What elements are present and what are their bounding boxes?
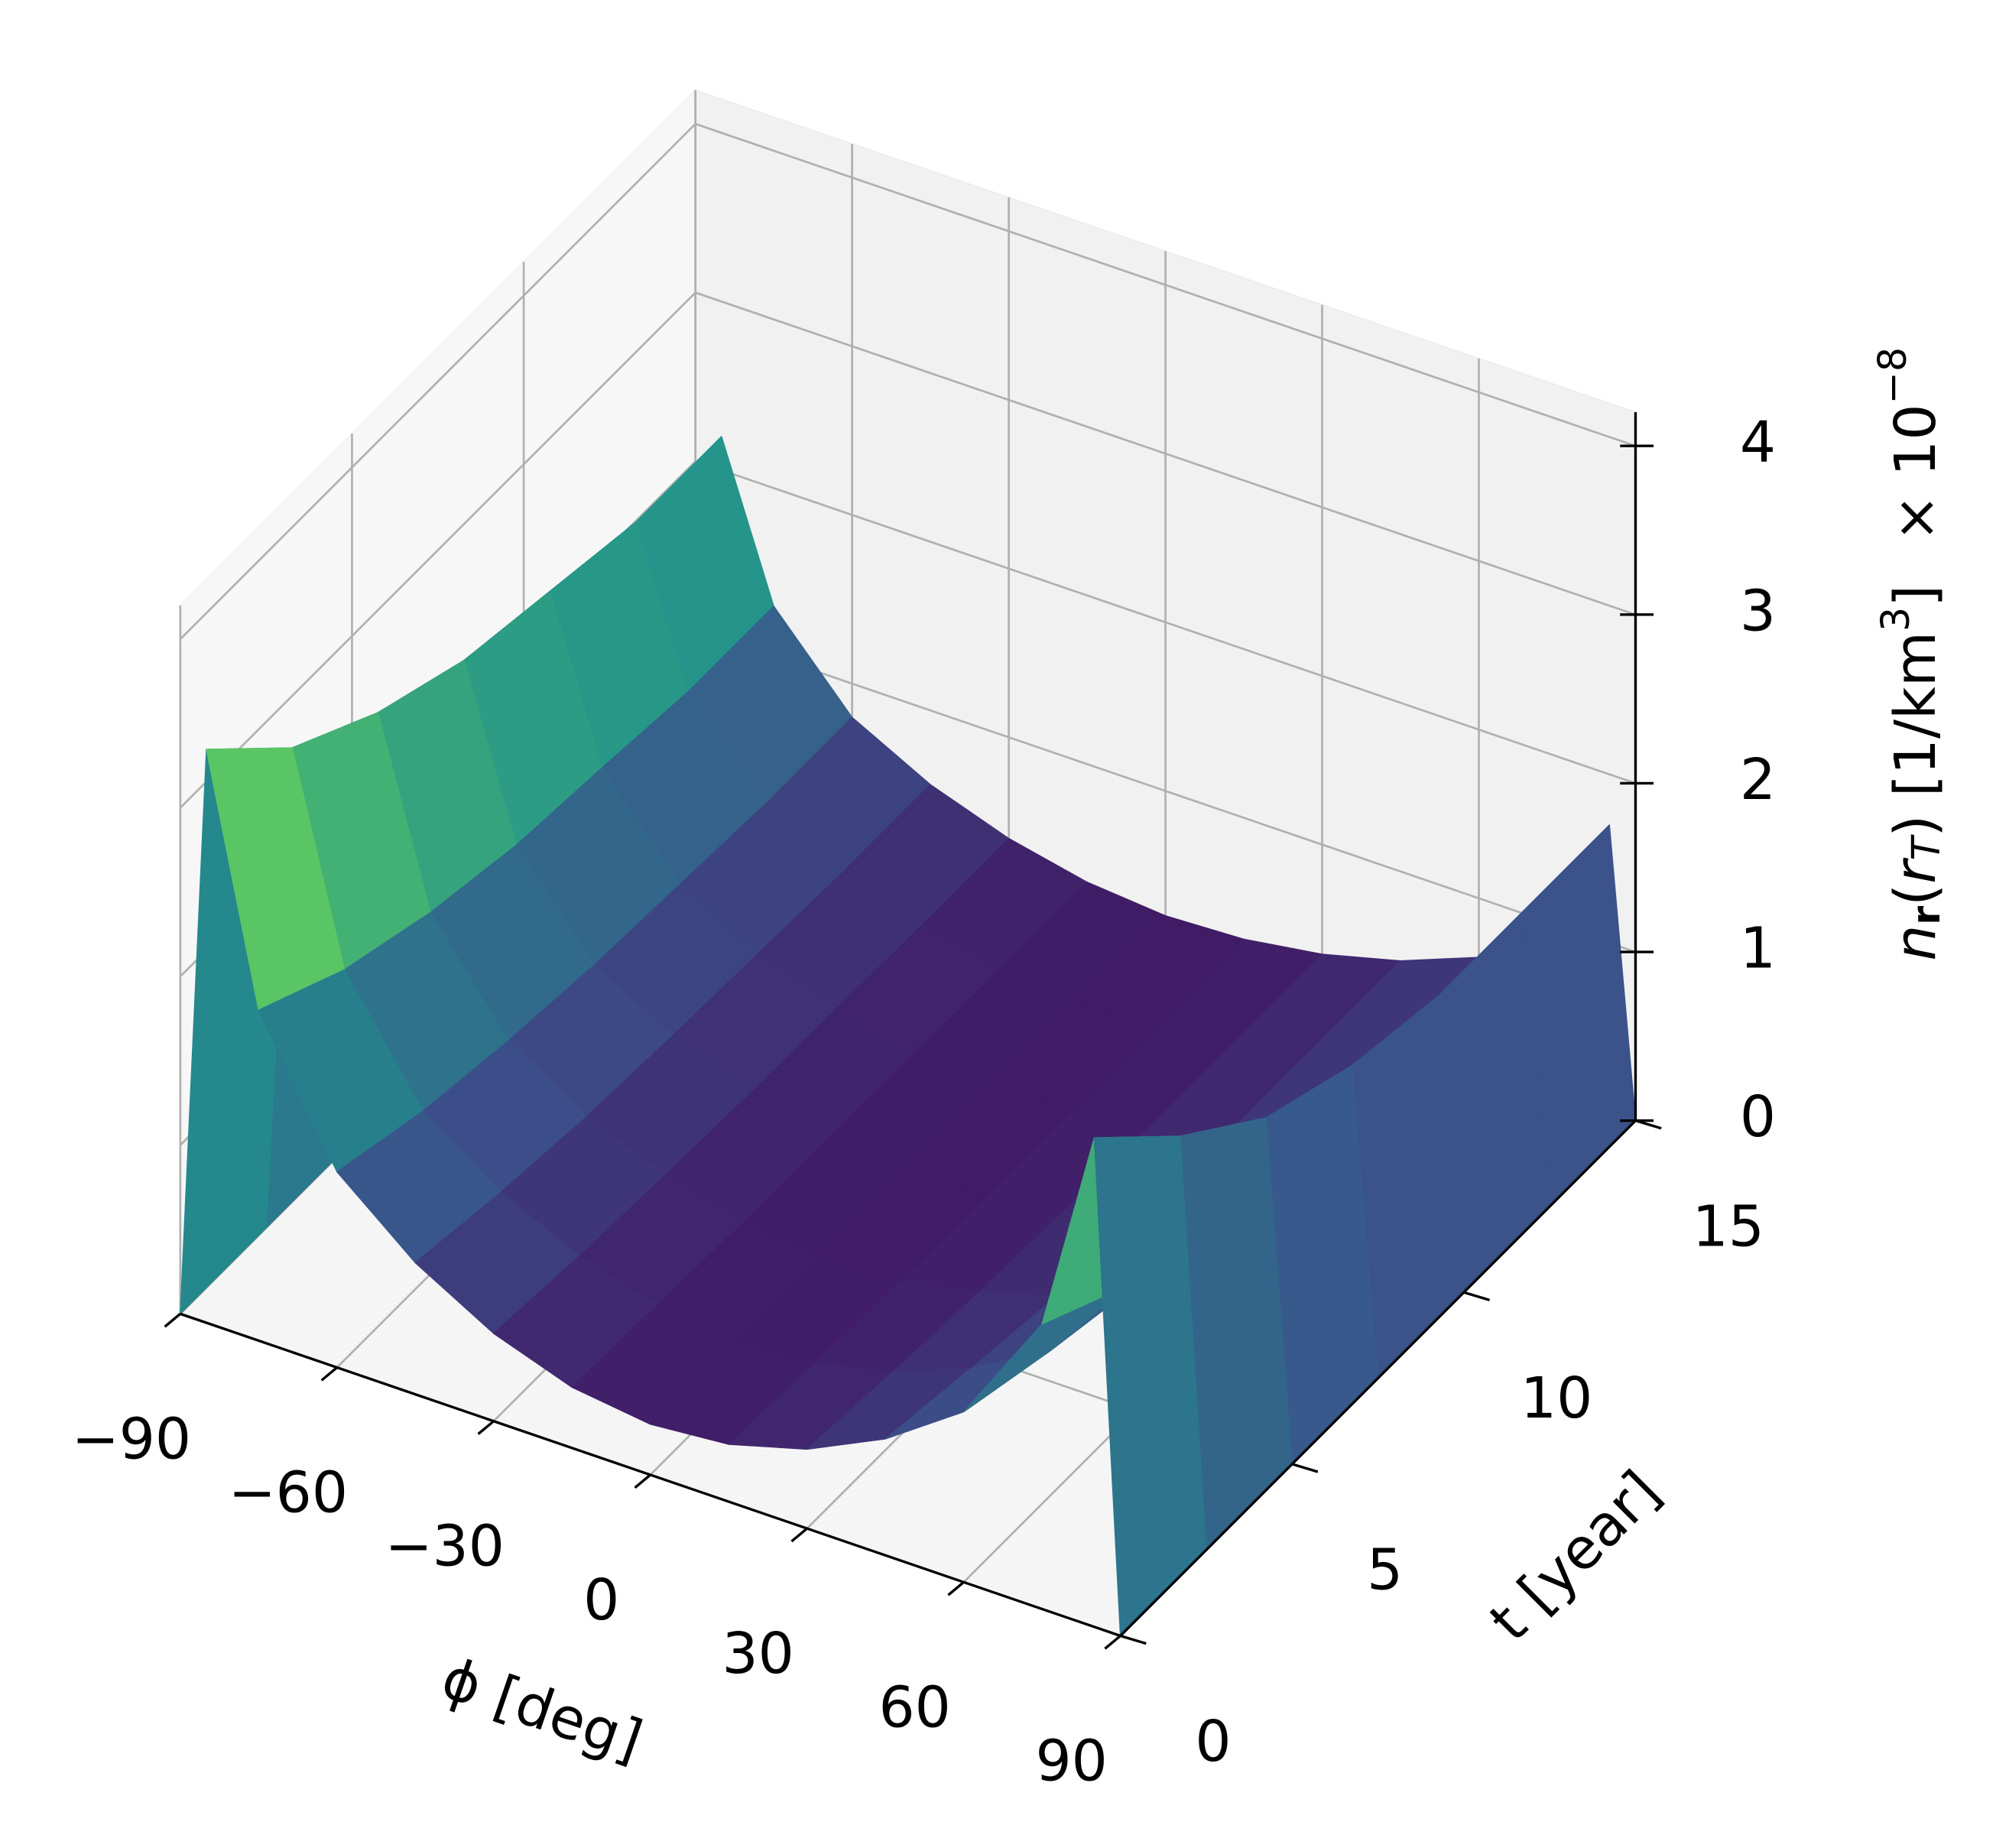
y-axis-label: t [year] — [1478, 1458, 1673, 1654]
x-tick-label: −90 — [72, 1406, 191, 1472]
z-label-part: ] — [1883, 585, 1949, 607]
offset-text: × 10−8 — [1870, 347, 1948, 541]
tick-mark — [947, 1581, 965, 1596]
tick-mark — [1463, 1291, 1491, 1301]
tick-mark — [477, 1420, 495, 1435]
axis-line — [1119, 1119, 1637, 1637]
z-tick-label: 2 — [1740, 747, 1776, 813]
axes: −90 −60 −30 0 30 60 90 0 5 10 15 0 1 2 3 4 — [72, 410, 1776, 1794]
x-tick-label: 30 — [722, 1621, 794, 1687]
grid-line — [179, 123, 696, 640]
tick-mark — [634, 1473, 651, 1489]
z-label-part: n — [1883, 925, 1949, 961]
x-tick-label: 90 — [1035, 1728, 1107, 1794]
z-tick-label: 0 — [1740, 1084, 1776, 1150]
tick-mark — [1104, 1635, 1121, 1650]
x-axis-label: ϕ [deg] — [433, 1645, 650, 1775]
tick-mark — [790, 1527, 808, 1543]
tick-mark — [1120, 1634, 1147, 1645]
grid-line — [695, 628, 1636, 953]
offset-exponent: −8 — [1870, 347, 1915, 404]
x-tick-label: −30 — [385, 1514, 505, 1580]
z-axis-label: nr(rT) [1/km3] — [1873, 585, 1949, 961]
tick-mark — [320, 1366, 338, 1382]
z-tick-label: 4 — [1740, 410, 1776, 476]
z-label-part: ( — [1883, 884, 1949, 906]
grid-line — [695, 460, 1636, 784]
y-tick-label: 5 — [1367, 1538, 1403, 1603]
grid-line — [179, 291, 696, 809]
z-tick-label: 3 — [1740, 578, 1776, 644]
y-tick-label: 0 — [1195, 1709, 1231, 1775]
z-tick-label: 1 — [1740, 916, 1776, 982]
y-tick-label: 10 — [1521, 1366, 1592, 1431]
x-tick-label: 0 — [583, 1567, 619, 1633]
z-label-part: 3 — [1873, 607, 1918, 632]
tick-mark — [1291, 1463, 1319, 1473]
grid-line — [695, 291, 1636, 616]
offset-base: × 10 — [1883, 404, 1949, 541]
x-tick-label: 60 — [878, 1674, 950, 1740]
z-label-part: T — [1904, 833, 1949, 860]
z-label-part: r — [1883, 857, 1949, 884]
z-label-part: r — [1904, 906, 1949, 925]
z-label-part: ) [1/km — [1883, 632, 1949, 837]
surface — [180, 436, 1637, 1637]
x-tick-label: −60 — [229, 1460, 348, 1526]
grid-line — [695, 122, 1636, 447]
tick-mark — [164, 1313, 181, 1328]
y-tick-label: 15 — [1693, 1194, 1764, 1259]
axis-line — [180, 1312, 1121, 1638]
